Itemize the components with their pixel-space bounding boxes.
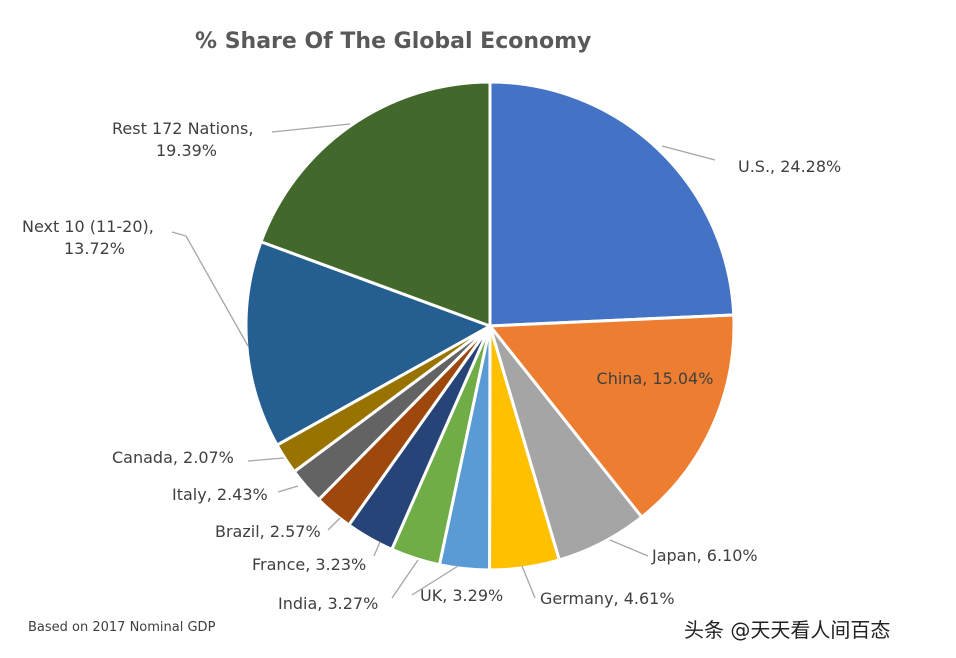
leader-line-canada [247, 457, 285, 462]
data-label-italy: Italy, 2.43% [172, 485, 268, 504]
chart-title: % Share Of The Global Economy [195, 29, 591, 54]
data-label-canada: Canada, 2.07% [112, 448, 234, 467]
leader-line-germany [521, 565, 536, 599]
leader-line-uk [411, 565, 459, 596]
leaders-layer [171, 123, 716, 599]
watermark: 头条 @天天看人间百态 [684, 618, 890, 642]
data-label-china: China, 15.04% [597, 369, 714, 388]
data-label-uk: UK, 3.29% [420, 586, 503, 605]
leader-line-u-s [661, 145, 716, 161]
leader-line-next-10-11-20 [171, 231, 249, 347]
data-label-next-10-11-20: Next 10 (11-20), 13.72% [22, 217, 154, 258]
data-label-rest-172-nations: Rest 172 Nations, 19.39% [112, 119, 253, 160]
data-label-u-s: U.S., 24.28% [738, 157, 841, 176]
leader-line-india [391, 559, 419, 599]
pie-slice-u-s [488, 80, 736, 328]
data-label-india: India, 3.27% [278, 594, 378, 613]
data-label-germany: Germany, 4.61% [540, 589, 675, 608]
leader-line-brazil [327, 517, 341, 531]
footnote: Based on 2017 Nominal GDP [28, 620, 216, 635]
leader-line-france [373, 541, 381, 557]
leader-line-italy [277, 485, 299, 493]
labels-layer: U.S., 24.28% China, 15.04% Japan, 6.10% Ger… [22, 119, 841, 613]
data-label-brazil: Brazil, 2.57% [215, 522, 321, 541]
slices-layer [244, 80, 736, 572]
pie-slice-china [488, 313, 736, 519]
leader-line-rest-172-nations [271, 123, 351, 133]
data-label-japan: Japan, 6.10% [651, 546, 758, 565]
pie-slice-rest-172-nations [259, 80, 492, 328]
data-label-france: France, 3.23% [252, 555, 366, 574]
leader-line-japan [609, 539, 649, 557]
